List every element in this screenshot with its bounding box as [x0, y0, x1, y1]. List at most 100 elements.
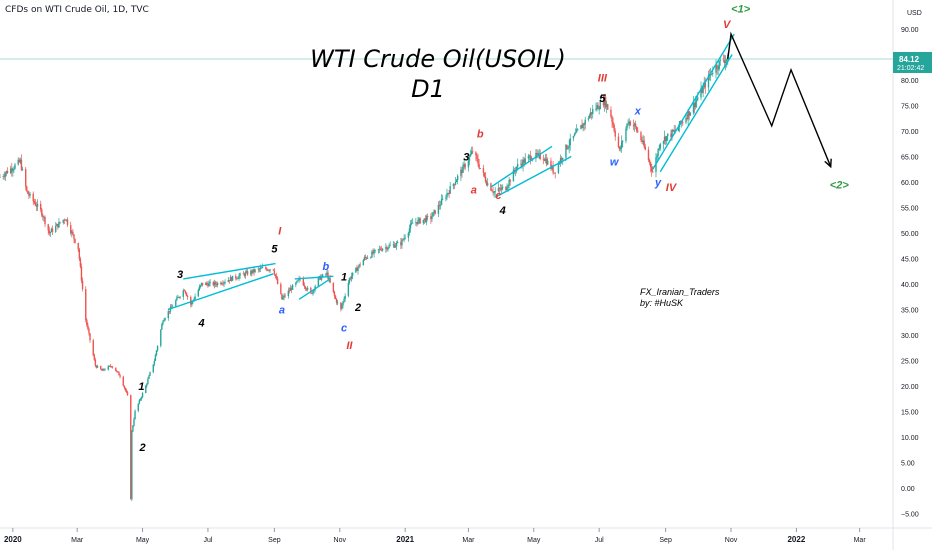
candle [652, 165, 654, 174]
y-tick-label: 80.00 [901, 78, 919, 85]
candle [425, 214, 428, 226]
candle [152, 364, 154, 374]
candle-body [588, 115, 591, 119]
candle-body [242, 273, 245, 275]
candle-body [243, 273, 246, 276]
candle-body [381, 248, 384, 251]
candle [222, 280, 224, 286]
candle-body [336, 302, 339, 304]
candle-body [33, 200, 35, 203]
candle [326, 269, 328, 278]
candle-body [607, 104, 609, 110]
candle [478, 159, 480, 170]
candle-body [439, 204, 442, 206]
candle [355, 267, 357, 273]
candle [28, 190, 30, 200]
candle [239, 272, 241, 279]
candle [122, 375, 124, 387]
candle [449, 181, 451, 195]
wave-label: 5 [599, 93, 606, 105]
candle [327, 269, 329, 280]
candle [634, 120, 637, 130]
candle-body [89, 333, 91, 341]
candle-body [305, 288, 308, 290]
candle-body [718, 61, 720, 69]
candle [220, 281, 222, 286]
candle [246, 268, 249, 276]
candle [149, 371, 151, 377]
candle-body [72, 231, 74, 235]
candle-body [716, 65, 718, 69]
candle [644, 143, 646, 151]
candle [379, 246, 382, 251]
candle [182, 288, 184, 301]
candle-body [147, 378, 149, 384]
candle-body [423, 218, 426, 220]
candle-body [160, 329, 162, 346]
candle [79, 256, 82, 269]
y-tick-label: 70.00 [901, 129, 919, 136]
candle [626, 123, 628, 131]
candle [177, 294, 179, 298]
candle [65, 219, 68, 222]
candle [692, 96, 695, 115]
candle-body [449, 186, 451, 194]
wave-label: 4 [197, 317, 204, 329]
candle-body [688, 111, 690, 116]
x-tick-label: 2020 [4, 535, 22, 544]
candle [237, 276, 239, 280]
candle-body [712, 72, 714, 74]
candle-body [199, 285, 202, 287]
candle-body [18, 159, 20, 163]
candle-body [603, 96, 606, 106]
channel-line [494, 155, 572, 198]
candle-body [634, 123, 637, 127]
candle-body [396, 242, 399, 244]
candle-body [88, 328, 90, 334]
candle [491, 188, 493, 192]
candle-body [167, 311, 169, 319]
candle-body [272, 269, 275, 271]
candle-body [462, 165, 464, 173]
x-tick-label: Nov [334, 537, 347, 544]
candle-body [434, 210, 436, 214]
candle [711, 73, 713, 76]
candle [657, 148, 659, 160]
candle-body [212, 281, 215, 286]
candle-body [477, 158, 479, 165]
candle-body [416, 222, 418, 225]
candle-body [104, 369, 106, 371]
candle-body [145, 385, 147, 394]
candle [416, 222, 418, 227]
candle [407, 231, 410, 242]
x-tick-label: Jul [595, 537, 604, 544]
candle-body [281, 293, 283, 300]
candle-body [440, 199, 443, 205]
candle [484, 172, 487, 184]
candle-body [543, 159, 546, 161]
candle [109, 363, 112, 368]
candle-body [10, 168, 12, 174]
candle [366, 255, 369, 260]
y-tick-label: 60.00 [901, 180, 919, 187]
candle-body [365, 257, 368, 259]
symbol-header[interactable]: CFDs on WTI Crude Oil, 1D, TVC [5, 5, 149, 15]
candle [110, 366, 113, 368]
candle [342, 300, 344, 309]
candle [19, 157, 22, 165]
candle-body [424, 218, 427, 222]
candle-body [554, 172, 556, 174]
candle [430, 213, 432, 224]
candle-body [364, 257, 367, 258]
candle-body [665, 136, 668, 142]
candle [393, 241, 396, 249]
candle-body [446, 193, 448, 198]
candle-body [402, 239, 404, 241]
candle-body [117, 371, 119, 373]
candle [424, 215, 427, 223]
candle-body [663, 136, 666, 142]
candle [554, 172, 556, 179]
candle-body [611, 116, 613, 123]
candle [700, 81, 702, 101]
